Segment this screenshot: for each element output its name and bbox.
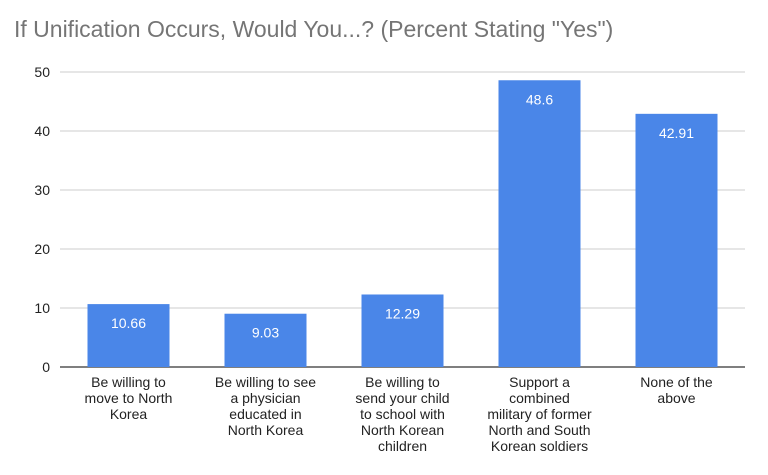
- category-label: military of former: [487, 406, 592, 422]
- y-tick-label: 10: [34, 300, 50, 316]
- bar: [635, 113, 718, 368]
- y-tick-label: 50: [34, 64, 50, 80]
- y-tick-label: 30: [34, 182, 50, 198]
- category-label: to school with: [360, 406, 445, 422]
- y-tick-label: 0: [42, 359, 50, 375]
- bar: [361, 294, 444, 367]
- category-label: North Korea: [228, 422, 304, 438]
- bars: [87, 80, 718, 368]
- category-label: children: [378, 438, 427, 454]
- data-label: 9.03: [252, 325, 279, 341]
- category-label: combined: [509, 390, 570, 406]
- category-label: move to North: [85, 390, 173, 406]
- category-label: Korea: [110, 406, 148, 422]
- category-label: Korean soldiers: [491, 438, 588, 454]
- data-label: 10.66: [111, 315, 146, 331]
- bar: [224, 313, 307, 367]
- data-label: 48.6: [526, 91, 553, 107]
- category-label: North Korean: [361, 422, 444, 438]
- category-label: send your child: [355, 390, 449, 406]
- category-label: educated in: [229, 406, 301, 422]
- category-label: None of the: [640, 374, 713, 390]
- y-tick-label: 20: [34, 241, 50, 257]
- category-label: Be willing to see: [215, 374, 316, 390]
- bar: [498, 80, 581, 367]
- data-label: 12.29: [385, 305, 420, 321]
- bar: [87, 304, 170, 367]
- y-tick-label: 40: [34, 123, 50, 139]
- chart-title: If Unification Occurs, Would You...? (Pe…: [14, 16, 614, 42]
- category-label: a physician: [230, 390, 300, 406]
- category-label: North and South: [489, 422, 591, 438]
- category-label: Support a: [509, 374, 570, 390]
- data-labels: 10.66 9.03 12.29 48.6 42.91: [111, 91, 694, 340]
- category-label: above: [657, 390, 695, 406]
- y-axis-ticks: 0 10 20 30 40 50: [34, 64, 50, 375]
- category-label: Be willing to: [365, 374, 440, 390]
- category-label: Be willing to: [91, 374, 166, 390]
- data-label: 42.91: [659, 125, 694, 141]
